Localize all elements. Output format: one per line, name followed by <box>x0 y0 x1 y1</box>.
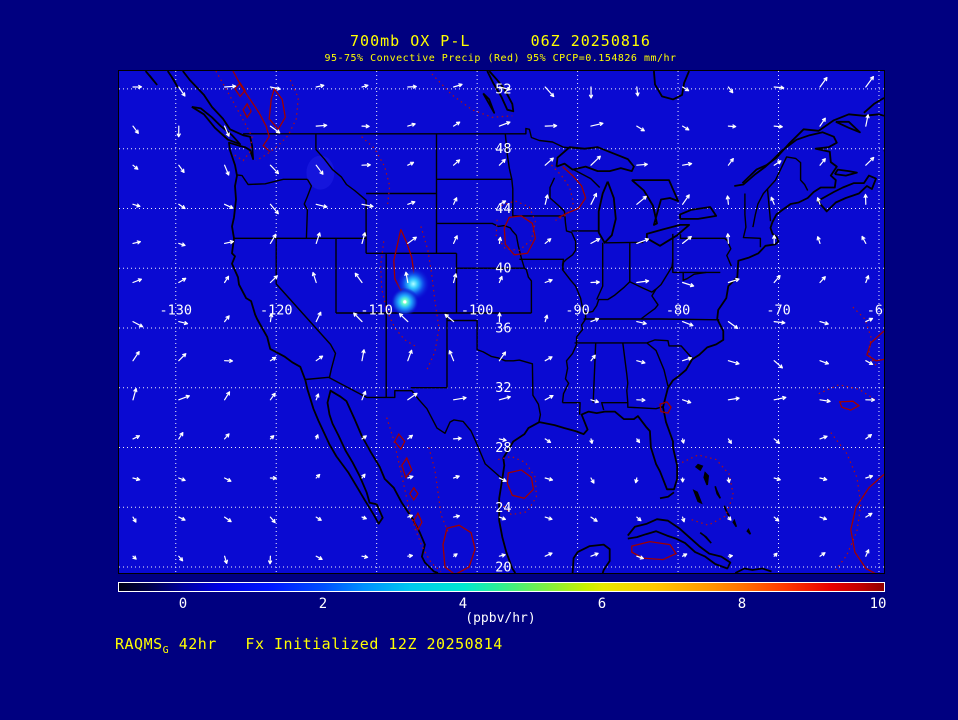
lon-label--120: -120 <box>260 303 293 319</box>
lat-label-20: 20 <box>495 560 511 573</box>
wind-vectors <box>132 76 876 565</box>
footer-text: 42hr Fx Initialized 12Z 20250814 <box>169 635 503 653</box>
lat-label-28: 28 <box>495 440 511 456</box>
model-name: RAQMS <box>115 635 163 653</box>
colorbar-tick-0: 0 <box>178 596 188 612</box>
colorbar <box>118 582 885 592</box>
map-canvas: 52 48 44 40 36 32 28 24 20 -130 -120 -110 -100 -90 -80… <box>119 71 884 573</box>
lat-label-32: 32 <box>495 380 511 396</box>
lon-label--60: -60 <box>867 303 884 319</box>
colorbar-unit-label: (ppbv/hr) <box>465 611 536 626</box>
colorbar-tick-labels: 0 2 4 6 8 10 <box>118 596 887 612</box>
lon-label--90: -90 <box>565 303 589 319</box>
colorbar-tick-2: 2 <box>318 596 328 612</box>
lon-label--110: -110 <box>360 303 393 319</box>
map-area: 52 48 44 40 36 32 28 24 20 -130 -120 -110 -100 -90 -80… <box>118 70 885 574</box>
lat-label-48: 48 <box>495 141 511 157</box>
colorbar-tick-4: 4 <box>458 596 468 612</box>
state-borders <box>234 127 809 480</box>
plot-title: 700mb OX P-L 06Z 20250816 <box>350 32 651 50</box>
lat-label-24: 24 <box>495 500 511 516</box>
grid-labels: 52 48 44 40 36 32 28 24 20 -130 -120 -110 -100 -90 -80… <box>160 81 884 573</box>
ox-production-hotspot <box>390 266 431 316</box>
precip-contours-solid <box>232 71 884 573</box>
coastlines <box>144 71 884 573</box>
colorbar-tick-10: 10 <box>869 596 887 612</box>
colorbar-tick-6: 6 <box>597 596 607 612</box>
lon-label--80: -80 <box>666 303 690 319</box>
lon-label--130: -130 <box>160 303 193 319</box>
lat-label-40: 40 <box>495 261 511 277</box>
model-subscript: G <box>162 645 170 656</box>
footer-caption: RAQMSG 42hr Fx Initialized 12Z 20250814 <box>115 635 503 656</box>
lat-label-52: 52 <box>495 81 511 97</box>
lon-label--70: -70 <box>766 303 790 319</box>
lat-label-36: 36 <box>495 320 511 336</box>
lon-label--100: -100 <box>461 303 494 319</box>
lat-label-44: 44 <box>495 201 511 217</box>
colorbar-tick-8: 8 <box>737 596 747 612</box>
island-shapes <box>692 463 752 544</box>
precip-contours-dotted <box>215 71 878 572</box>
plot-subtitle: 95-75% Convective Precip (Red) 95% CPCP=… <box>324 53 677 64</box>
